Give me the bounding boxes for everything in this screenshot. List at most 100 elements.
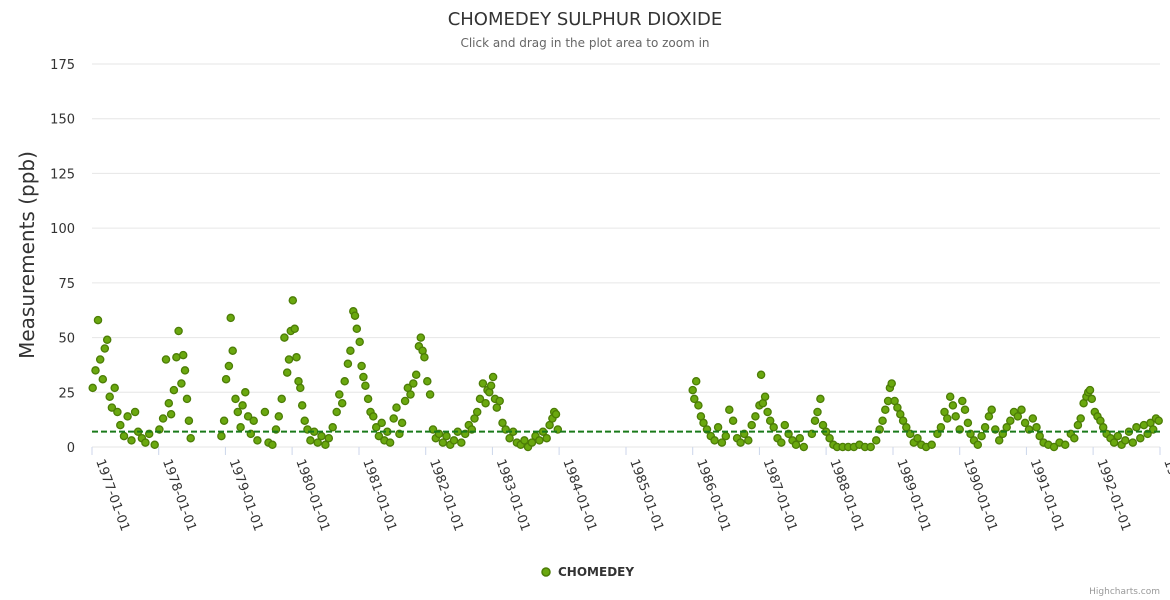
data-point[interactable]: [268, 440, 277, 450]
data-point[interactable]: [1154, 416, 1163, 425]
data-point[interactable]: [400, 396, 410, 406]
data-point[interactable]: [958, 396, 967, 406]
data-point[interactable]: [306, 436, 315, 445]
data-point[interactable]: [377, 418, 386, 428]
data-point[interactable]: [95, 355, 105, 364]
data-point[interactable]: [363, 394, 373, 404]
data-point[interactable]: [359, 372, 368, 382]
data-point[interactable]: [385, 438, 395, 447]
data-point[interactable]: [91, 366, 100, 375]
data-point[interactable]: [169, 385, 179, 395]
data-point[interactable]: [423, 377, 432, 386]
data-point[interactable]: [1113, 431, 1123, 441]
data-point[interactable]: [357, 361, 366, 371]
data-point[interactable]: [355, 337, 364, 347]
data-point[interactable]: [1049, 442, 1059, 452]
data-point[interactable]: [369, 412, 378, 421]
data-point[interactable]: [948, 401, 958, 410]
data-point[interactable]: [1070, 433, 1079, 443]
data-point[interactable]: [102, 335, 112, 345]
data-point[interactable]: [277, 394, 286, 404]
data-point[interactable]: [238, 401, 247, 410]
data-point[interactable]: [881, 405, 890, 415]
data-point[interactable]: [166, 409, 176, 419]
data-point[interactable]: [505, 433, 514, 443]
data-point[interactable]: [243, 412, 253, 421]
data-point[interactable]: [130, 407, 140, 417]
data-point[interactable]: [1020, 418, 1030, 428]
data-point[interactable]: [1128, 438, 1138, 447]
data-point[interactable]: [987, 405, 996, 415]
data-point[interactable]: [123, 412, 132, 421]
data-point[interactable]: [150, 440, 159, 450]
data-point[interactable]: [172, 353, 181, 362]
data-point[interactable]: [292, 353, 301, 362]
data-point[interactable]: [1032, 423, 1041, 432]
data-point[interactable]: [397, 418, 407, 428]
data-point[interactable]: [1017, 405, 1026, 415]
data-point[interactable]: [332, 407, 341, 417]
data-point[interactable]: [88, 383, 97, 393]
data-point[interactable]: [813, 407, 822, 417]
data-point[interactable]: [763, 407, 772, 417]
data-point[interactable]: [1076, 414, 1085, 423]
data-point[interactable]: [1006, 416, 1015, 425]
data-point[interactable]: [313, 438, 322, 447]
data-point[interactable]: [721, 431, 731, 441]
data-point[interactable]: [241, 388, 250, 397]
data-point[interactable]: [694, 401, 703, 410]
data-point[interactable]: [898, 416, 908, 425]
data-point[interactable]: [691, 377, 701, 386]
data-point[interactable]: [288, 296, 298, 305]
data-point[interactable]: [280, 333, 289, 342]
data-point[interactable]: [728, 416, 738, 425]
data-point[interactable]: [475, 394, 485, 404]
data-point[interactable]: [416, 333, 426, 342]
plot-area[interactable]: [88, 296, 1163, 452]
data-point[interactable]: [182, 394, 192, 404]
data-point[interactable]: [161, 355, 171, 364]
data-point[interactable]: [119, 431, 129, 441]
data-point[interactable]: [951, 412, 960, 421]
legend[interactable]: CHOMEDEY: [541, 565, 634, 579]
data-point[interactable]: [1121, 436, 1130, 445]
data-point[interactable]: [249, 416, 258, 425]
data-point[interactable]: [231, 394, 240, 404]
data-point[interactable]: [777, 438, 786, 447]
data-point[interactable]: [478, 379, 488, 388]
data-point[interactable]: [902, 423, 911, 432]
data-point[interactable]: [780, 420, 790, 430]
data-point[interactable]: [420, 353, 429, 362]
data-point[interactable]: [495, 396, 504, 406]
data-point[interactable]: [116, 420, 125, 430]
data-point[interactable]: [498, 418, 507, 428]
data-point[interactable]: [551, 409, 561, 419]
data-point[interactable]: [343, 359, 353, 369]
data-point[interactable]: [105, 392, 114, 401]
data-point[interactable]: [960, 405, 970, 415]
data-point[interactable]: [760, 392, 770, 401]
data-point[interactable]: [346, 346, 355, 355]
data-point[interactable]: [736, 438, 745, 447]
data-point[interactable]: [1013, 412, 1023, 421]
data-point[interactable]: [472, 407, 482, 417]
data-point[interactable]: [1060, 440, 1070, 450]
data-point[interactable]: [927, 440, 936, 450]
data-point[interactable]: [442, 431, 451, 441]
data-point[interactable]: [282, 368, 292, 377]
data-point[interactable]: [713, 423, 723, 432]
data-point[interactable]: [1087, 394, 1097, 404]
data-point[interactable]: [361, 381, 370, 390]
data-point[interactable]: [177, 379, 186, 388]
data-point[interactable]: [866, 442, 875, 452]
data-point[interactable]: [744, 436, 753, 445]
data-point[interactable]: [825, 433, 834, 443]
data-point[interactable]: [411, 370, 421, 380]
data-point[interactable]: [335, 390, 344, 399]
data-point[interactable]: [527, 438, 537, 447]
data-point[interactable]: [769, 423, 778, 432]
data-point[interactable]: [973, 440, 983, 450]
data-point[interactable]: [297, 401, 307, 410]
data-point[interactable]: [164, 398, 174, 408]
